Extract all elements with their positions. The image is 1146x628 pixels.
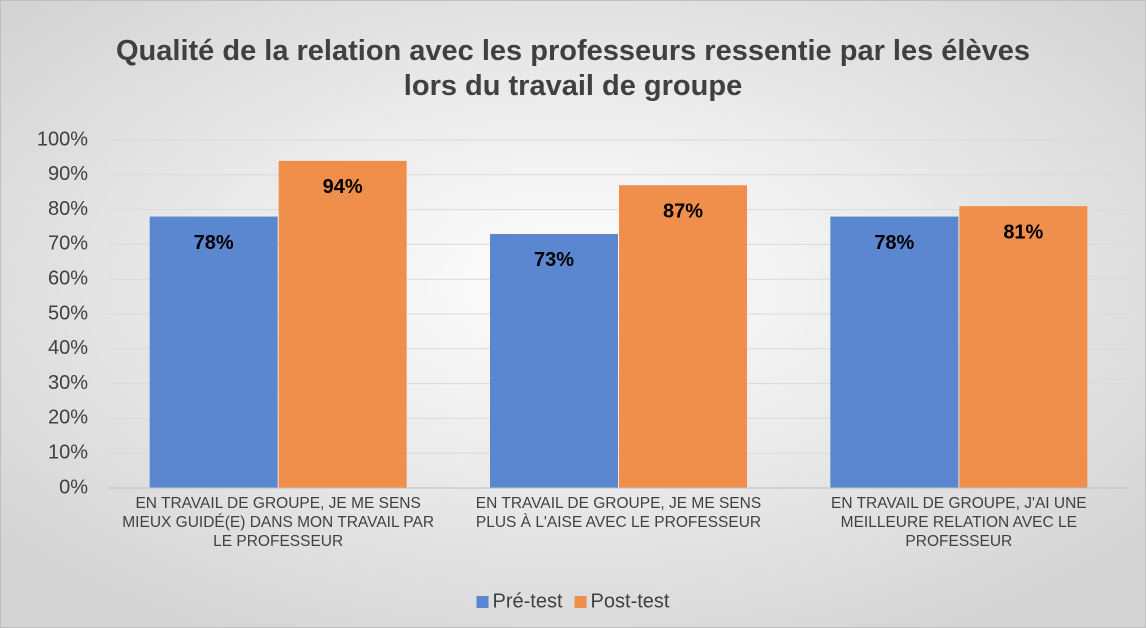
value-label: 94%: [323, 176, 363, 198]
x-label-box: EN TRAVAIL DE GROUPE, J'AI UNE MEILLEURE…: [831, 495, 1087, 550]
y-tick-label: 90%: [48, 163, 88, 185]
value-label: 78%: [874, 232, 914, 254]
legend: Pré-test Post-test: [476, 590, 670, 612]
x-tick-label: EN TRAVAIL DE GROUPE, J'AI UNE MEILLEURE…: [831, 495, 1087, 550]
y-tick-label: 0%: [59, 476, 88, 498]
y-tick-label: 10%: [48, 441, 88, 463]
legend-swatch: [574, 596, 587, 608]
bar: [490, 233, 618, 488]
y-tick-label: 100%: [37, 128, 88, 150]
value-label: 78%: [194, 232, 234, 254]
y-tick-label: 60%: [48, 267, 88, 289]
bar: [278, 160, 407, 488]
legend-swatch: [476, 596, 489, 608]
y-tick-label: 70%: [48, 233, 88, 255]
bar: [830, 216, 959, 488]
y-tick-label: 50%: [48, 302, 88, 324]
y-tick-label: 80%: [48, 198, 88, 220]
legend-label: Post-test: [591, 590, 670, 612]
value-label: 73%: [534, 249, 574, 271]
y-tick-label: 40%: [48, 337, 88, 359]
chart-title: Qualité de la relation avec les professe…: [116, 35, 1030, 102]
bar: [619, 185, 747, 489]
title-box: Qualité de la relation avec les professe…: [116, 35, 1030, 102]
y-tick-label: 30%: [48, 372, 88, 394]
x-label-box: EN TRAVAIL DE GROUPE, JE ME SENS PLUS À …: [475, 495, 762, 531]
y-tick-label: 20%: [48, 407, 88, 429]
bar: [959, 206, 1088, 488]
x-tick-label: EN TRAVAIL DE GROUPE, JE ME SENS PLUS À …: [475, 495, 762, 531]
value-label: 81%: [1003, 221, 1043, 243]
legend-label: Pré-test: [493, 590, 563, 612]
x-tick-label: EN TRAVAIL DE GROUPE, JE ME SENS MIEUX G…: [122, 495, 435, 550]
x-label-box: EN TRAVAIL DE GROUPE, JE ME SENS MIEUX G…: [122, 495, 435, 550]
value-label: 87%: [663, 201, 703, 223]
bar: [149, 216, 278, 488]
